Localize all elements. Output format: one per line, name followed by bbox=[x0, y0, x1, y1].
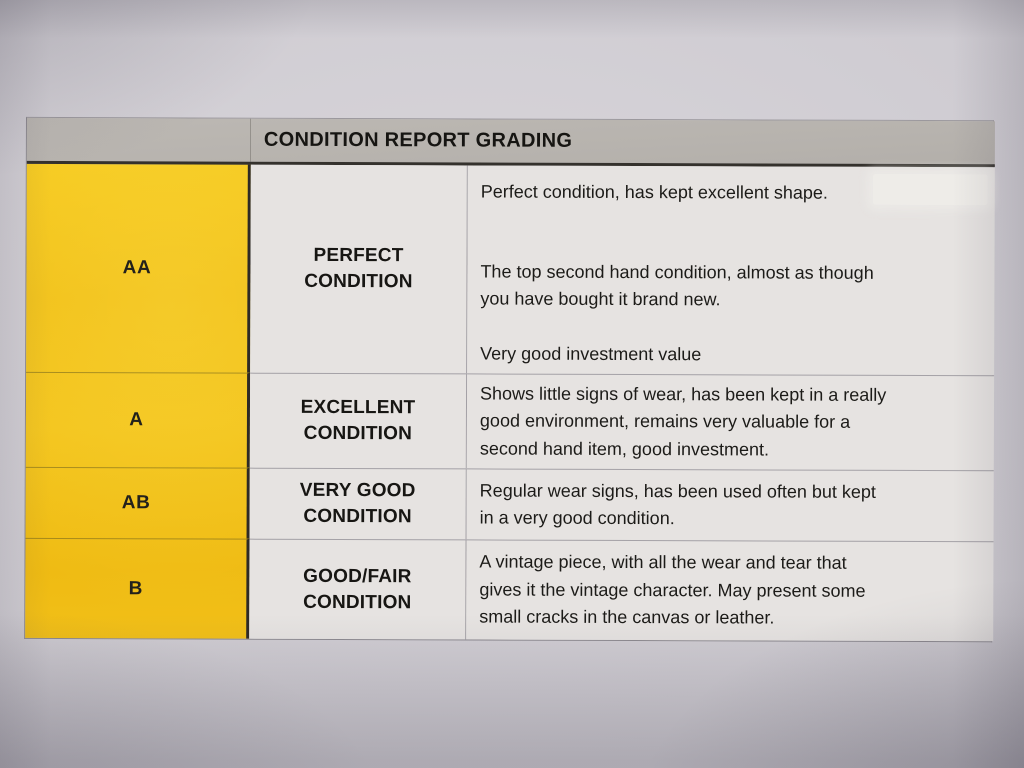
description-cell-b: A vintage piece, with all the wear and t… bbox=[466, 539, 994, 642]
grade-cell-aa: AA bbox=[26, 163, 251, 373]
table-header: CONDITION REPORT GRADING bbox=[26, 117, 995, 168]
grade-label-a: A bbox=[129, 409, 144, 431]
grade-cell-a: A bbox=[25, 371, 251, 468]
condition-cell-a: EXCELLENT CONDITION bbox=[249, 372, 468, 469]
condition-label-b: GOOD/FAIR CONDITION bbox=[303, 565, 412, 613]
description-paragraph: The top second hand condition, almost as… bbox=[480, 260, 874, 310]
description-cell-ab: Regular wear signs, has been used often … bbox=[466, 468, 994, 542]
condition-label-ab: VERY GOOD CONDITION bbox=[299, 479, 416, 528]
description-cell-aa: Perfect condition, has kept excellent sh… bbox=[467, 165, 995, 376]
condition-cell-b: GOOD/FAIR CONDITION bbox=[249, 538, 467, 640]
grade-cell-b: B bbox=[25, 537, 250, 639]
whiteout-patch bbox=[872, 173, 988, 206]
grade-label-b: B bbox=[128, 577, 144, 599]
condition-label-a: EXCELLENT CONDITION bbox=[300, 396, 416, 445]
description-paragraph: Very good investment value bbox=[480, 342, 702, 364]
description-cell-a: Shows little signs of wear, has been kep… bbox=[466, 373, 995, 471]
description-paragraph: Shows little signs of wear, has been kep… bbox=[479, 383, 887, 460]
condition-label-aa: PERFECT CONDITION bbox=[304, 244, 413, 293]
grade-cell-ab: AB bbox=[25, 466, 250, 539]
table-title: CONDITION REPORT GRADING bbox=[263, 128, 573, 152]
condition-cell-aa: PERFECT CONDITION bbox=[250, 164, 468, 374]
grade-label-ab: AB bbox=[121, 492, 151, 514]
grade-label-aa: AA bbox=[122, 257, 152, 279]
condition-grading-table: CONDITION REPORT GRADING AA PERFECT COND… bbox=[24, 116, 995, 643]
description-paragraph: A vintage piece, with all the wear and t… bbox=[479, 551, 866, 628]
condition-cell-ab: VERY GOOD CONDITION bbox=[249, 467, 467, 540]
description-paragraph: Regular wear signs, has been used often … bbox=[479, 479, 876, 529]
